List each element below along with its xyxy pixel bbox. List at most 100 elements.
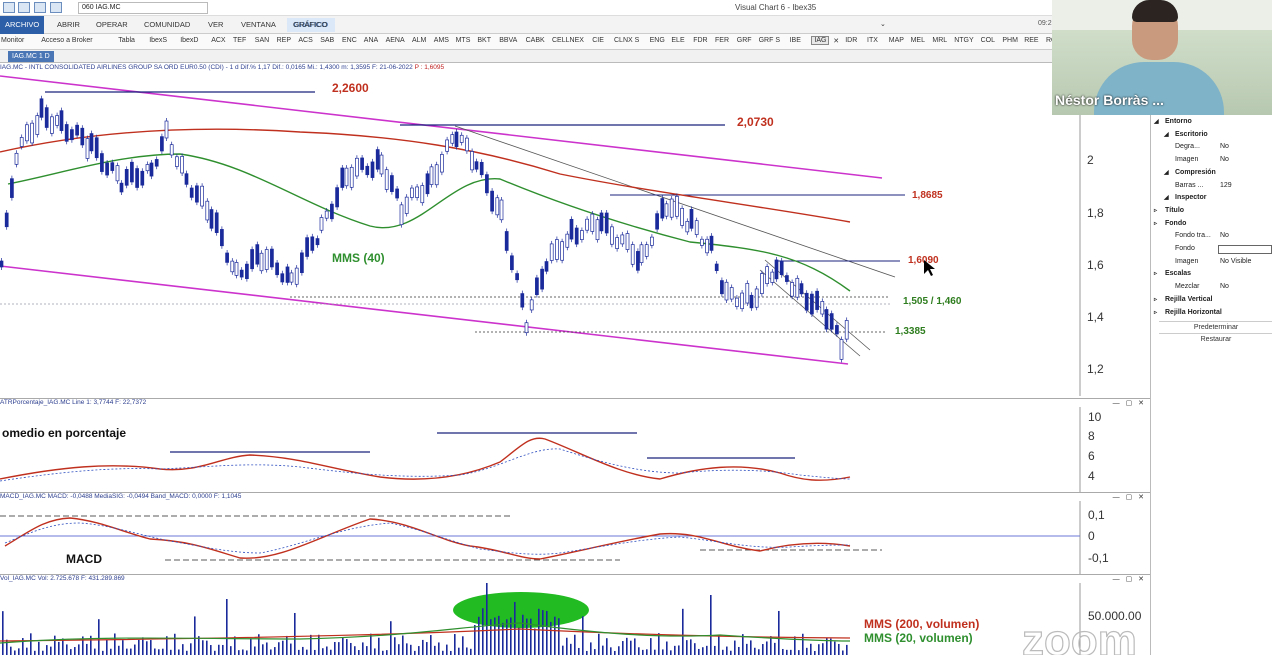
ticker-grf-s[interactable]: GRF S xyxy=(758,37,780,44)
chart-icon[interactable] xyxy=(18,2,30,13)
ticker-bkt[interactable]: BKT xyxy=(477,37,492,44)
property-row[interactable]: ◢ Inspector xyxy=(1151,192,1272,204)
tab-abrir[interactable]: ABRIR xyxy=(57,20,80,29)
property-value[interactable]: No xyxy=(1220,283,1229,291)
tab-archivo[interactable]: ARCHIVO xyxy=(0,16,45,34)
ticker-sab[interactable]: SAB xyxy=(320,37,335,44)
doc-tab-iag[interactable]: IAG.MC 1 D xyxy=(8,51,54,62)
ticker-ree[interactable]: REE xyxy=(1024,37,1039,44)
expand-icon[interactable]: ▹ xyxy=(1154,296,1158,303)
ticker-eng[interactable]: ENG xyxy=(649,37,665,44)
property-row[interactable]: ▹ Escalas xyxy=(1151,268,1272,280)
ticker-iag[interactable]: IAG xyxy=(811,36,830,45)
property-row[interactable]: Imagen No xyxy=(1151,154,1272,166)
ticker-cellnex[interactable]: CELLNEX xyxy=(552,37,584,44)
grid-icon[interactable] xyxy=(34,2,46,13)
volume-bar xyxy=(770,636,772,655)
property-row[interactable]: ▹ Rejilla Vertical xyxy=(1151,294,1272,306)
pane-window-buttons[interactable]: — ▢ ✕ xyxy=(1112,494,1146,501)
tab-ventana[interactable]: VENTANA xyxy=(241,20,276,29)
tab-grafico[interactable]: GRÁFICO xyxy=(293,20,328,29)
expand-icon[interactable]: ◢ xyxy=(1164,195,1169,202)
document-selector[interactable]: 060 IAG.MC xyxy=(78,2,208,14)
ribbon-collapse-icon[interactable]: ⌄ xyxy=(880,21,886,28)
property-row[interactable]: ◢ Compresión xyxy=(1151,167,1272,179)
color-swatch[interactable] xyxy=(1218,245,1272,254)
property-row[interactable]: Fondo tra... No xyxy=(1151,230,1272,242)
ticker-idr[interactable]: IDR xyxy=(845,37,858,44)
ticker-acs[interactable]: ACS xyxy=(298,37,313,44)
ticker-col[interactable]: COL xyxy=(980,37,995,44)
expand-icon[interactable]: ◢ xyxy=(1154,119,1159,125)
property-row[interactable]: Imagen No Visible xyxy=(1151,256,1272,268)
expand-icon[interactable]: ▹ xyxy=(1154,220,1158,227)
expand-icon[interactable]: ▹ xyxy=(1154,309,1158,316)
property-row[interactable]: ◢ Entorno xyxy=(1151,116,1272,128)
ticker-tabla[interactable]: Tabla xyxy=(118,37,135,44)
ticker-cabk[interactable]: CABK xyxy=(525,37,545,44)
expand-icon[interactable]: ▹ xyxy=(1154,207,1158,214)
pane-window-buttons[interactable]: — ▢ ✕ xyxy=(1112,576,1146,583)
expand-icon[interactable]: ▹ xyxy=(1154,271,1158,278)
atr-pane[interactable]: ATRPorcentaje_IAG.MC Line 1: 3,7744 F: 2… xyxy=(0,398,1150,492)
ticker-mrl[interactable]: MRL xyxy=(932,37,948,44)
ticker-map[interactable]: MAP xyxy=(888,37,904,44)
tab-comunidad[interactable]: COMUNIDAD xyxy=(144,20,191,29)
tab-operar[interactable]: OPERAR xyxy=(96,20,128,29)
ticker-ele[interactable]: ELE xyxy=(671,37,685,44)
property-row[interactable]: ◢ Escritorio xyxy=(1151,129,1272,141)
property-value[interactable]: No xyxy=(1220,143,1229,151)
ticker-san[interactable]: SAN xyxy=(254,37,270,44)
ticker-ibexs[interactable]: IbexS xyxy=(149,37,168,44)
ticker-tef[interactable]: TEF xyxy=(233,37,247,44)
ticker-ams[interactable]: AMS xyxy=(433,37,449,44)
volume-bar xyxy=(518,627,520,655)
pane-window-buttons[interactable]: — ▢ ✕ xyxy=(1112,400,1146,407)
ticker-mel[interactable]: MEL xyxy=(910,37,925,44)
participant-video[interactable]: Néstor Borràs ... xyxy=(1052,0,1272,115)
property-row[interactable]: ▹ Rejilla Horizontal xyxy=(1151,307,1272,319)
ticker-enc[interactable]: ENC xyxy=(342,37,357,44)
property-row[interactable]: Mezclar No xyxy=(1151,281,1272,293)
property-row[interactable]: ▹ Título xyxy=(1151,205,1272,217)
expand-icon[interactable]: ◢ xyxy=(1164,131,1169,138)
ticker-rep[interactable]: REP xyxy=(276,37,291,44)
price-chart[interactable]: 2,2600 2,0730 1,8685 1,6090 1,505 / 1,46… xyxy=(0,74,1150,396)
ticker-acx[interactable]: ACX xyxy=(211,37,226,44)
property-row[interactable]: ▹ Fondo xyxy=(1151,218,1272,230)
ticker-clnx-s[interactable]: CLNX S xyxy=(614,37,640,44)
property-value[interactable]: No xyxy=(1220,232,1229,240)
ticker-ntgy[interactable]: NTGY xyxy=(954,37,974,44)
volume-pane[interactable]: Vol_IAG.MC Vol: 2.725.678 F: 431.289.869… xyxy=(0,574,1150,655)
ticker-monitor[interactable]: Monitor xyxy=(1,37,25,44)
ticker-ana[interactable]: ANA xyxy=(363,37,379,44)
ticker-fer[interactable]: FER xyxy=(715,37,729,44)
property-value[interactable]: 129 xyxy=(1220,181,1232,189)
save-icon[interactable] xyxy=(3,2,15,13)
ticker-alm[interactable]: ALM xyxy=(412,37,427,44)
expand-icon[interactable]: ◢ xyxy=(1164,169,1169,176)
default-button[interactable]: Predeterminar xyxy=(1159,321,1272,332)
ticker-grf[interactable]: GRF xyxy=(736,37,752,44)
ticker-fdr[interactable]: FDR xyxy=(693,37,708,44)
tab-ver[interactable]: VER xyxy=(208,20,224,29)
property-value[interactable]: No xyxy=(1220,156,1229,164)
ticker-bbva[interactable]: BBVA xyxy=(499,37,518,44)
close-icon[interactable]: ✕ xyxy=(833,38,840,45)
property-row[interactable]: Fondo xyxy=(1151,243,1272,255)
ticker-aena[interactable]: AENA xyxy=(385,37,405,44)
ticker-phm[interactable]: PHM xyxy=(1002,37,1018,44)
property-value[interactable]: No Visible xyxy=(1220,257,1252,265)
ticker-itx[interactable]: ITX xyxy=(867,37,878,44)
property-row[interactable]: Degra... No xyxy=(1151,141,1272,153)
restore-button[interactable]: Restaurar xyxy=(1159,333,1272,344)
ticker-ibexd[interactable]: IbexD xyxy=(180,37,199,44)
window-icon[interactable] xyxy=(50,2,62,13)
ticker-mts[interactable]: MTS xyxy=(455,37,471,44)
ticker-ibe[interactable]: IBE xyxy=(789,37,801,44)
ticker-acceso-a-broker[interactable]: Acceso a Broker xyxy=(41,37,93,44)
property-row[interactable]: Barras ... 129 xyxy=(1151,180,1272,192)
ticker-cie[interactable]: CIE xyxy=(592,37,604,44)
properties-panel[interactable]: ◢ Entorno ◢ Escritorio Degra... No Imagen No ◢ Co… xyxy=(1150,115,1272,655)
macd-pane[interactable]: MACD_IAG.MC MACD: -0,0488 MediaSIG: -0,0… xyxy=(0,492,1150,574)
